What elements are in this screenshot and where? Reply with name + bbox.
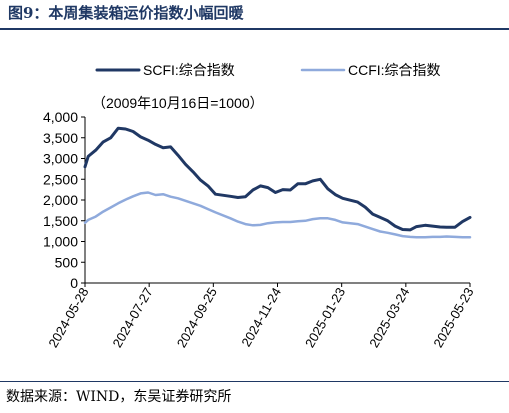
legend-label: CCFI:综合指数 — [348, 62, 441, 78]
y-tick-label: 2,500 — [43, 171, 78, 187]
source-note: 数据来源：WIND，东吴证券研究所 — [6, 389, 232, 405]
x-tick-label: 2025-03-24 — [366, 285, 412, 350]
x-tick-label: 2024-09-25 — [174, 285, 220, 350]
y-tick-label: 4,000 — [43, 109, 78, 125]
y-tick-label: 3,500 — [43, 130, 78, 146]
x-tick-label: 2024-05-28 — [45, 285, 91, 350]
x-tick-label: 2024-11-24 — [238, 285, 284, 349]
y-tick-label: 500 — [55, 254, 79, 270]
series-line-scfi — [83, 126, 472, 232]
base-date-annotation: （2009年10月16日=1000） — [92, 95, 264, 111]
legend: SCFI:综合指数 CCFI:综合指数 — [95, 62, 441, 78]
y-tick-label: 3,000 — [43, 151, 78, 167]
series-lines — [83, 126, 472, 239]
y-tick-label: 1,500 — [43, 213, 78, 229]
y-tick-label: 1,000 — [43, 234, 78, 250]
x-tick-label: 2024-07-27 — [110, 285, 156, 350]
y-tick-label: 0 — [70, 275, 78, 291]
footer-divider — [0, 381, 509, 382]
figure-title: 图9：本周集装箱运价指数小幅回暖 — [8, 4, 244, 22]
legend-label: SCFI:综合指数 — [143, 62, 235, 78]
title-divider — [0, 28, 509, 30]
series-line-ccfi — [83, 191, 472, 239]
line-chart: SCFI:综合指数 CCFI:综合指数 （2009年10月16日=1000） 0 5… — [43, 62, 477, 350]
x-tick-label: 2025-05-23 — [430, 285, 476, 350]
x-tick-label: 2025-01-23 — [302, 285, 348, 350]
y-tick-label: 2,000 — [43, 192, 78, 208]
